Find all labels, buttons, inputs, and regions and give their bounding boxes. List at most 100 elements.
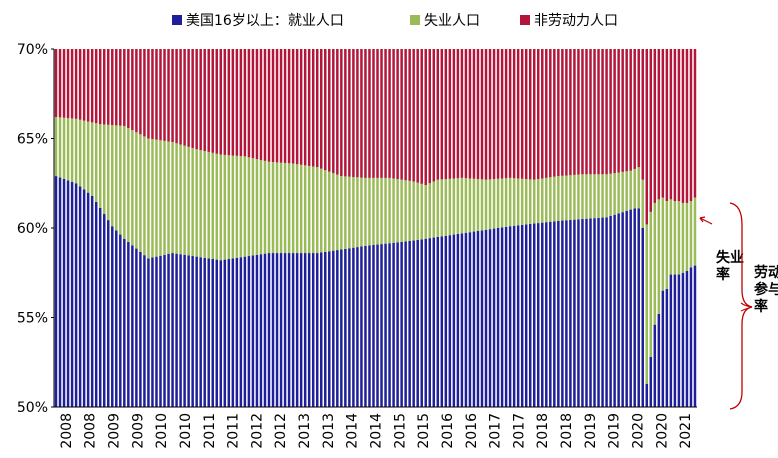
bar-employed	[151, 257, 154, 407]
bar-employed	[496, 228, 500, 407]
bar-employed	[573, 219, 576, 407]
bar-employed	[488, 229, 492, 407]
bar-employed	[66, 180, 70, 407]
bar-not-in-labor-force	[239, 49, 243, 157]
bar-not-in-labor-force	[408, 49, 411, 181]
bar-unemployed	[372, 177, 375, 246]
bar-unemployed	[159, 140, 162, 256]
bar-employed	[577, 219, 580, 407]
bar-employed	[163, 254, 166, 407]
bar-employed	[356, 247, 359, 407]
bar-employed	[78, 186, 82, 407]
bar-not-in-labor-force	[179, 49, 182, 145]
x-tick-label: 2014	[369, 413, 385, 449]
bar-unemployed	[251, 158, 255, 256]
bar-unemployed	[215, 153, 218, 260]
bar-employed	[593, 218, 596, 407]
bar-not-in-labor-force	[295, 49, 299, 165]
bar-unemployed	[348, 176, 351, 249]
unemployment-arrow-head	[699, 216, 706, 223]
bar-employed	[428, 238, 431, 407]
y-tick-label: 65%	[17, 132, 48, 148]
bar-employed	[207, 258, 210, 407]
bar-not-in-labor-force	[581, 49, 584, 175]
bar-employed	[532, 223, 536, 407]
bar-unemployed	[324, 170, 327, 252]
bar-employed	[348, 248, 351, 407]
bar-employed	[291, 253, 295, 407]
bar-employed	[553, 221, 556, 407]
bar-unemployed	[553, 176, 556, 222]
bar-not-in-labor-force	[456, 49, 460, 179]
bar-employed	[637, 208, 640, 407]
bar-employed	[86, 192, 90, 407]
bar-not-in-labor-force	[90, 49, 94, 123]
bar-unemployed	[107, 124, 110, 221]
x-axis-ticks: 2008 2008 2009 2009 2010 2010 2011 2011 2012 2012…	[59, 413, 694, 449]
unemployment-rate-label: 失业 率	[716, 249, 749, 283]
bar-employed	[299, 253, 303, 407]
bar-employed	[512, 225, 516, 407]
participation-rate-label: 劳动 参与 率	[754, 264, 778, 315]
bar-unemployed	[147, 138, 150, 259]
bar-employed	[524, 224, 528, 407]
bar-unemployed	[82, 120, 86, 190]
bar-employed	[54, 176, 58, 407]
bar-not-in-labor-force	[139, 49, 142, 135]
bar-unemployed	[681, 202, 685, 273]
bar-not-in-labor-force	[605, 49, 608, 175]
bar-employed	[275, 253, 279, 407]
bar-employed	[504, 226, 508, 407]
bar-unemployed	[303, 165, 307, 254]
bar-not-in-labor-force	[183, 49, 186, 146]
bar-unemployed	[557, 176, 560, 221]
bar-not-in-labor-force	[629, 49, 632, 171]
x-tick-label: 2017	[488, 413, 504, 449]
bar-not-in-labor-force	[332, 49, 335, 174]
bar-employed	[549, 221, 552, 407]
bar-employed	[384, 243, 387, 407]
bar-employed	[191, 256, 194, 407]
bar-unemployed	[344, 176, 347, 249]
bar-not-in-labor-force	[376, 49, 379, 178]
bar-unemployed	[279, 162, 283, 254]
bar-employed	[344, 248, 347, 407]
bar-employed	[267, 253, 271, 407]
bar-employed	[444, 235, 448, 407]
bar-employed	[665, 288, 669, 407]
bar-employed	[127, 242, 130, 407]
bar-employed	[645, 383, 649, 407]
bar-not-in-labor-force	[617, 49, 620, 173]
bar-employed	[416, 239, 419, 407]
bar-unemployed	[167, 141, 170, 254]
bar-employed	[388, 243, 391, 407]
bar-unemployed	[376, 177, 379, 245]
bar-not-in-labor-force	[259, 49, 263, 160]
bar-employed	[139, 251, 142, 407]
bar-employed	[452, 234, 456, 407]
bar-unemployed	[460, 177, 464, 234]
bar-not-in-labor-force	[191, 49, 194, 149]
bar-unemployed	[500, 178, 504, 228]
bar-unemployed	[472, 178, 476, 232]
bar-not-in-labor-force	[404, 49, 407, 181]
bar-not-in-labor-force	[207, 49, 210, 152]
bar-employed	[223, 259, 227, 407]
bar-unemployed	[187, 146, 190, 256]
bar-unemployed	[356, 177, 359, 248]
bar-not-in-labor-force	[147, 49, 150, 139]
bar-unemployed	[143, 136, 146, 256]
bar-unemployed	[524, 179, 528, 225]
bar-unemployed	[195, 149, 198, 257]
bar-unemployed	[70, 118, 74, 182]
bar-not-in-labor-force	[589, 49, 592, 175]
bar-employed	[94, 201, 98, 407]
bar-unemployed	[179, 144, 182, 255]
bar-employed	[480, 230, 484, 407]
bar-not-in-labor-force	[585, 49, 588, 175]
bar-not-in-labor-force	[565, 49, 568, 176]
legend: 美国16岁以上：就业人口 失业人口 非劳动力人口	[172, 13, 618, 29]
bar-not-in-labor-force	[70, 49, 74, 119]
bar-unemployed	[62, 117, 66, 179]
